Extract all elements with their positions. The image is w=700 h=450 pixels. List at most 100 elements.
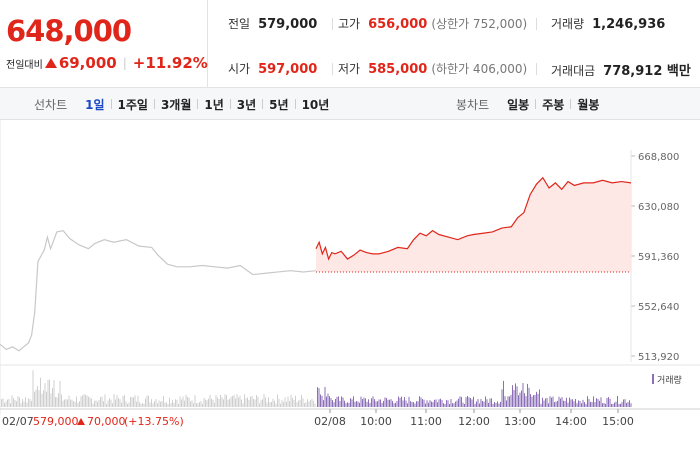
volume-bar [280, 403, 281, 407]
volume-bar [420, 397, 422, 407]
volume-bar [218, 399, 220, 407]
volume-bar [359, 402, 360, 407]
period-divider [229, 99, 231, 109]
volume-bar [341, 396, 342, 407]
volume-bar [236, 394, 238, 407]
volume-bar [235, 398, 236, 407]
volume-bar [363, 397, 365, 407]
volume-bar [441, 400, 443, 407]
stat-divider [332, 63, 333, 75]
volume-bar [552, 396, 554, 407]
volume-bar [317, 387, 318, 407]
volume-bar [411, 402, 413, 407]
volume-bar [4, 402, 5, 407]
volume-bar [182, 396, 184, 407]
volume-legend-swatch [652, 374, 654, 384]
volume-bar [8, 398, 10, 407]
volume-bar [459, 396, 461, 407]
volume-bar [626, 403, 627, 407]
volume-bar [584, 402, 585, 407]
volume-bar [437, 402, 438, 407]
period-3y[interactable]: 3년 [236, 97, 257, 112]
today-price-area [316, 177, 631, 272]
volume-bar [163, 396, 164, 407]
volume-bar [19, 397, 20, 407]
volume-bar [166, 402, 167, 407]
volume-bar [85, 394, 86, 407]
volume-bar [366, 401, 368, 407]
period-1d[interactable]: 1일 [85, 97, 105, 112]
volume-bar [563, 400, 564, 407]
volume-bar [432, 402, 434, 407]
volume-bar [82, 395, 83, 407]
volume-bar [172, 399, 173, 407]
volume-bar [521, 390, 522, 407]
today-price-line [315, 176, 632, 261]
volume-bar [494, 402, 495, 407]
y-tick-label: 591,360 [638, 252, 679, 263]
volume-bar [540, 403, 542, 407]
volume-bar [119, 399, 121, 407]
volume-bar [431, 401, 432, 407]
volume-bar [155, 399, 157, 407]
volume-bar [423, 399, 425, 407]
volume-bar [145, 398, 146, 407]
volume-bar [209, 394, 211, 407]
volume-bar [187, 396, 188, 407]
volume-bar [345, 403, 347, 407]
volume-bar [283, 402, 284, 407]
volume-bar [353, 396, 354, 407]
stat-label: 거래량 [551, 17, 585, 31]
prev-day-price-line [0, 229, 317, 352]
volume-bar [591, 402, 593, 407]
candle-daily[interactable]: 일봉 [507, 97, 530, 112]
volume-bar [116, 395, 118, 407]
volume-bar [572, 399, 573, 407]
volume-bar [196, 403, 197, 407]
volume-bar [226, 395, 227, 407]
volume-bar [68, 395, 70, 407]
volume-bar [71, 399, 73, 407]
volume-bar [181, 399, 182, 407]
volume-bar [109, 398, 110, 407]
volume-bar [124, 395, 125, 407]
candle-monthly[interactable]: 월봉 [577, 97, 600, 112]
volume-bar [136, 401, 137, 407]
stat-divider [536, 63, 537, 75]
volume-bar [127, 403, 128, 407]
volume-bar [58, 393, 59, 407]
y-tick-label: 668,800 [638, 152, 679, 163]
candle-weekly[interactable]: 주봉 [542, 97, 565, 112]
period-10y[interactable]: 10년 [301, 97, 330, 112]
volume-bar [426, 400, 428, 407]
volume-bar [202, 403, 203, 407]
volume-bar [28, 398, 29, 407]
volume-bar [329, 396, 330, 407]
volume-bar [387, 399, 389, 407]
volume-bar [56, 397, 58, 407]
period-5y[interactable]: 5년 [269, 97, 289, 112]
period-3m[interactable]: 3개월 [160, 97, 192, 112]
volume-bar [458, 398, 459, 407]
period-1w[interactable]: 1주일 [117, 97, 148, 112]
volume-bar [230, 396, 232, 407]
period-1y[interactable]: 1년 [204, 97, 224, 112]
volume-bar [128, 402, 130, 407]
volume-bar [605, 403, 606, 407]
volume-bar [199, 402, 200, 407]
volume-bar [491, 398, 492, 407]
volume-bar [247, 397, 248, 407]
volume-bar [52, 387, 53, 407]
volume-bar [269, 402, 271, 407]
volume-bar [597, 398, 599, 407]
volume-bar [158, 400, 160, 407]
volume-bar [86, 395, 88, 407]
volume-bar [110, 399, 112, 407]
volume-bar [217, 397, 218, 407]
volume-bar [414, 403, 416, 407]
footer-up-triangle-icon [77, 418, 85, 425]
volume-bar [390, 399, 392, 407]
volume-bar [311, 398, 313, 407]
